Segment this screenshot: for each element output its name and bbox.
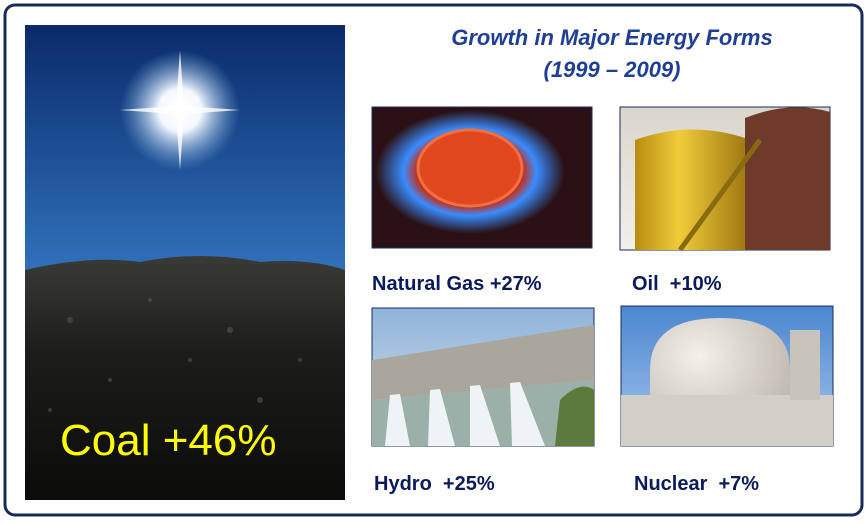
nuclear-label: Nuclear +7%	[634, 473, 759, 495]
title-line1: Growth in Major Energy Forms	[451, 25, 772, 50]
hydro-image	[372, 308, 594, 446]
gas-image	[372, 107, 592, 248]
oil-label: Oil +10%	[632, 273, 722, 295]
oil-image	[620, 107, 830, 250]
nuclear-image	[621, 306, 833, 446]
title-line2: (1999 – 2009)	[544, 57, 681, 82]
coal-label: Coal +46%	[60, 416, 276, 465]
hydro-label: Hydro +25%	[374, 473, 495, 495]
slide: Coal +46% Growth in Major Energy Forms (…	[0, 0, 867, 520]
gas-label: Natural Gas +27%	[372, 273, 542, 295]
